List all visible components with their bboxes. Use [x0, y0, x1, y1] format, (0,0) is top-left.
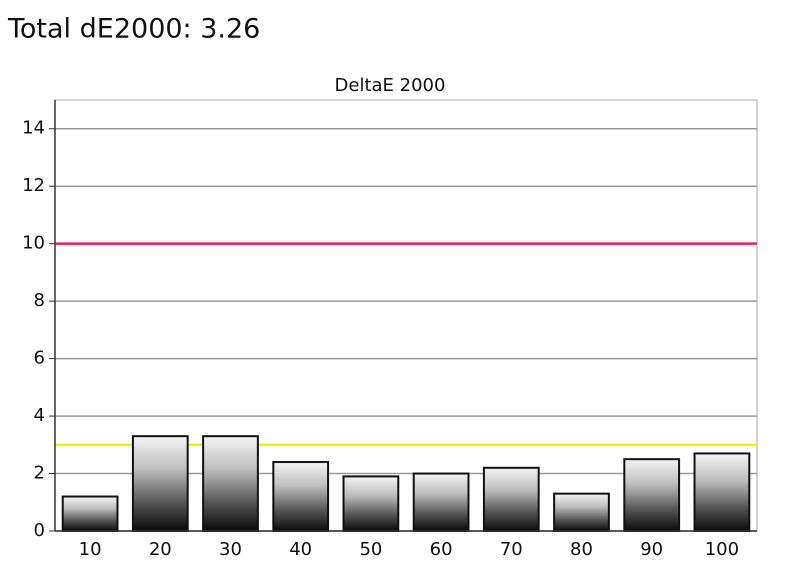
bar: [623, 458, 681, 532]
bar: [61, 495, 119, 532]
x-tick-label: 30: [219, 539, 242, 560]
x-tick-label: 50: [359, 539, 382, 560]
x-tick-label: 100: [705, 539, 739, 560]
bar: [342, 475, 400, 533]
chart-title: DeltaE 2000: [335, 75, 446, 96]
bar: [553, 492, 610, 532]
bar: [202, 435, 259, 532]
y-tick-label: 0: [34, 520, 45, 541]
bar: [412, 472, 470, 532]
y-tick-label: 2: [34, 463, 45, 484]
bar: [482, 466, 540, 532]
bar: [131, 435, 189, 532]
x-tick-label: 90: [640, 539, 663, 560]
y-tick-label: 14: [22, 118, 45, 139]
y-tick-label: 12: [22, 175, 45, 196]
page-title: Total dE2000: 3.26: [7, 14, 260, 45]
x-tick-label: 70: [500, 539, 523, 560]
bar: [272, 461, 330, 533]
x-tick-label: 40: [289, 539, 312, 560]
bar: [693, 452, 751, 533]
y-tick-label: 8: [34, 290, 45, 311]
x-tick-label: 80: [570, 539, 593, 560]
x-tick-label: 60: [430, 539, 453, 560]
y-tick-label: 10: [22, 233, 45, 254]
y-tick-label: 4: [34, 405, 45, 426]
x-tick-label: 20: [149, 539, 172, 560]
y-tick-label: 6: [34, 348, 45, 369]
x-tick-label: 10: [79, 539, 102, 560]
